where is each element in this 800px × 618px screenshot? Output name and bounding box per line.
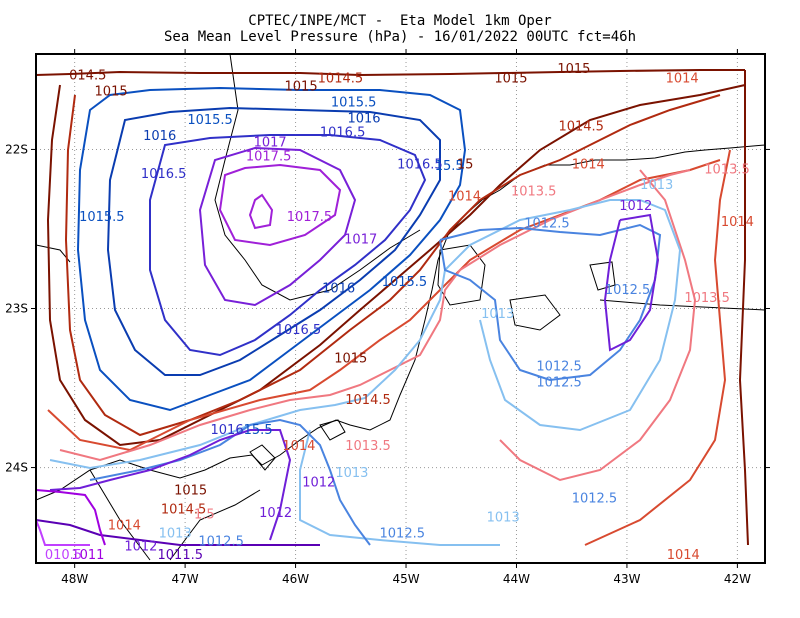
contour-label: 1016 [143, 129, 176, 144]
contour-label: 1013.5 [684, 291, 730, 306]
isobar-1013 [49, 199, 682, 546]
contour-label: 1013.5 [511, 185, 557, 200]
isobar-1012 [49, 213, 660, 541]
contour-label: 1015.5 [79, 210, 125, 225]
x-tick-label: 46W [282, 572, 309, 586]
contour-label: 1013 [159, 527, 192, 542]
contour-label: 1013 [335, 466, 368, 481]
contour-label: 1014 [572, 158, 605, 173]
contour-label: 1012.5 [380, 527, 426, 542]
contour-label: 1015 [285, 80, 318, 95]
contour-label: 1016 [322, 282, 355, 297]
contour-label: 1013 [481, 307, 514, 322]
contour-label: 1017 [344, 232, 377, 247]
axes: 48W 47W 46W 45W 44W 43W 42W 22S 23S 24S [5, 49, 770, 586]
contour-label: 1012.5 [524, 216, 570, 231]
contour-label: 1014.5 [558, 119, 604, 134]
state-boundary [89, 54, 765, 561]
contour-label: 1014.5 [318, 72, 364, 87]
isobar-1013-5 [59, 169, 697, 482]
coastline-islands [249, 244, 616, 471]
x-tick-label: 45W [392, 572, 419, 586]
contour-label: 1013 [487, 511, 520, 526]
pressure-contours [36, 69, 749, 546]
contour-label: 1014 [666, 72, 699, 87]
contour-label: 1014.5 [161, 503, 207, 518]
contour-label: 1013 [640, 178, 673, 193]
x-tick-label: 43W [613, 572, 640, 586]
contour-label: 1016.5 [276, 323, 322, 338]
contour-label: 1014 [282, 439, 315, 454]
isobar-1014 [47, 149, 731, 546]
contour-label: 1016.5 [397, 158, 443, 173]
contour-label: 1014 [108, 519, 141, 534]
contour-label: 1014 [721, 215, 754, 230]
contour-label: 014.5 [69, 68, 106, 83]
contour-label: 1012.5 [605, 283, 651, 298]
contour-label: 1017.5 [246, 150, 292, 165]
contour-label: 010.5 [45, 548, 82, 563]
isobar-1017-5 [218, 163, 342, 247]
isobar-1014-5 [64, 94, 721, 437]
contour-label: 1015.5 [331, 95, 377, 110]
contour-label: 1015 [494, 72, 527, 87]
chart-title: CPTEC/INPE/MCT - Eta Model 1km Oper [248, 13, 552, 29]
isobar-1016-5 [149, 134, 427, 357]
isobar-1017 [198, 146, 357, 307]
chart-subtitle: Sea Mean Level Pressure (hPa) - 16/01/20… [163, 29, 636, 45]
y-tick-label: 23S [5, 302, 28, 316]
contour-label: 15.5 [244, 423, 273, 438]
contour-label: 1012 [619, 199, 652, 214]
contour-label: 1012.5 [536, 360, 582, 375]
contour-label: 1015 [174, 484, 207, 499]
contour-label: 1015 [334, 352, 367, 367]
contour-label: 1016 [347, 111, 380, 126]
isobar-1010-5 [36, 519, 90, 546]
isobar-1015-outer [36, 69, 749, 546]
isobar-1016 [106, 106, 441, 376]
isobar-1011-5 [36, 519, 320, 546]
contour-label: 1017 [254, 135, 287, 150]
contour-label: 1012 [302, 476, 335, 491]
isobar-1015-5 [76, 86, 467, 412]
y-tick-label: 22S [5, 142, 28, 156]
contour-label: 1.5 [194, 507, 215, 522]
contour-label: 1011.5 [158, 548, 204, 563]
contour-label: 1016.5 [141, 167, 187, 182]
contour-label: 1012.5 [536, 375, 582, 390]
contour-label: 15 [457, 158, 474, 173]
contour-label: 1013.5 [345, 439, 391, 454]
contour-label: 1014.5 [345, 393, 391, 408]
contour-label: 1014 [448, 189, 481, 204]
contour-label: 1012.5 [198, 535, 244, 550]
contour-label: 1015 [557, 62, 590, 77]
contour-label: 1015 [95, 84, 128, 99]
contour-label: 1015.5 [382, 275, 428, 290]
contour-label: 1012.5 [572, 492, 618, 507]
contour-label: 1013.5 [704, 162, 750, 177]
contour-label: 1012 [124, 539, 157, 554]
contour-label: 1016 [211, 423, 244, 438]
contour-label: 1015.5 [187, 113, 233, 128]
x-tick-label: 48W [61, 572, 88, 586]
x-tick-label: 47W [172, 572, 199, 586]
contour-label: 1012 [259, 506, 292, 521]
contour-label: 1011 [71, 548, 104, 563]
contour-label: 1014 [667, 548, 700, 563]
x-tick-label: 42W [724, 572, 751, 586]
contour-label: 15.5 [435, 159, 464, 174]
contour-label: 1017.5 [287, 210, 333, 225]
y-tick-label: 24S [5, 461, 28, 475]
x-tick-label: 44W [503, 572, 530, 586]
isobar-1011 [36, 489, 106, 546]
contour-labels: 014.510151014.510151015101510141015.5101… [45, 62, 754, 563]
contour-label: 1016.5 [320, 126, 366, 141]
